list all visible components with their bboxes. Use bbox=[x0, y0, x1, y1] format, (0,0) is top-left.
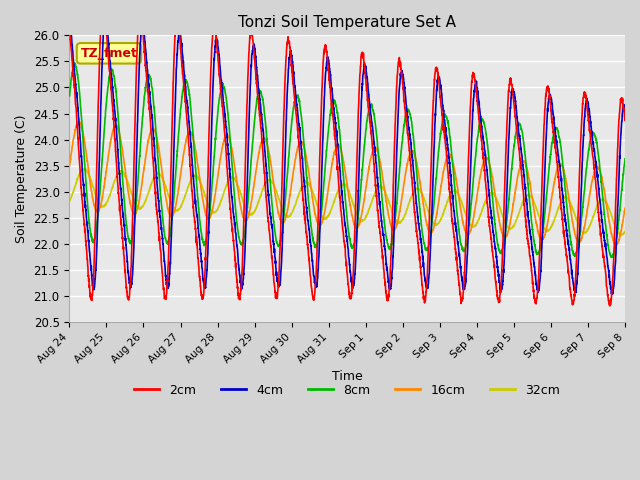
Legend: 2cm, 4cm, 8cm, 16cm, 32cm: 2cm, 4cm, 8cm, 16cm, 32cm bbox=[129, 379, 565, 402]
Text: TZ_fmet: TZ_fmet bbox=[81, 47, 138, 60]
Title: Tonzi Soil Temperature Set A: Tonzi Soil Temperature Set A bbox=[238, 15, 456, 30]
Y-axis label: Soil Temperature (C): Soil Temperature (C) bbox=[15, 114, 28, 243]
X-axis label: Time: Time bbox=[332, 371, 363, 384]
